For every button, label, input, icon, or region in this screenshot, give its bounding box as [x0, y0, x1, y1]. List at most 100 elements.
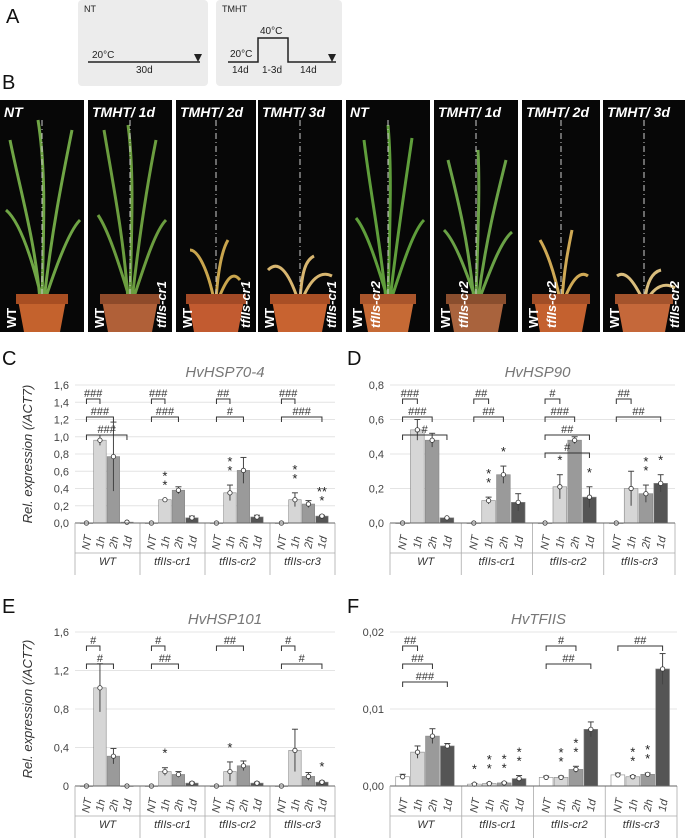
- significance-hash: #: [97, 653, 104, 665]
- significance-hash: #: [285, 635, 292, 647]
- data-point: [305, 773, 312, 779]
- significance-bracket: [280, 645, 296, 651]
- significance-star: *: [645, 751, 650, 766]
- group-label: tfIIs-cr1: [154, 556, 191, 568]
- significance-hash: ###: [84, 388, 103, 400]
- group-label: tfIIs-cr1: [479, 556, 516, 568]
- significance-star: *: [227, 463, 232, 478]
- significance-bracket: [473, 416, 504, 422]
- photo-mutant-label: tfIIs-cr1: [324, 281, 339, 328]
- y-tick-label: 0,8: [54, 704, 69, 716]
- plant-photo-3: TMHT/ 2d WT tfIIs-cr1: [176, 100, 256, 332]
- schedule-nt: NT 20°C 30d: [78, 0, 208, 86]
- photo-mutant-label: tfIIs-cr1: [238, 281, 253, 328]
- y-tick-label: 0,4: [54, 743, 69, 755]
- plant-photo-2: TMHT/ 1d WT tfIIs-cr1: [88, 100, 172, 332]
- photo-wt-label: WT: [607, 307, 622, 328]
- chart-title: HvHSP70-4: [185, 364, 264, 381]
- significance-bracket: [280, 416, 323, 422]
- data-point: [659, 666, 666, 672]
- schedule-tmht: TMHT 20°C 40°C 14d 1-3d 14d: [216, 0, 342, 86]
- data-point: [558, 774, 564, 780]
- group-label: tfIIs-cr1: [154, 819, 191, 831]
- data-point: [485, 497, 492, 504]
- significance-star: *: [501, 444, 506, 459]
- y-tick-label: 0: [63, 781, 69, 793]
- plant-illustration: [615, 120, 676, 332]
- y-tick-label: 0,0: [54, 518, 69, 530]
- condition-label: 2h: [426, 798, 440, 813]
- group-label: WT: [417, 819, 435, 831]
- condition-label: 1h: [289, 535, 303, 549]
- significance-bracket: [615, 398, 632, 404]
- significance-bracket: [150, 663, 179, 669]
- group-label: tfIIs-cr2: [219, 819, 256, 831]
- significance-star: *: [643, 463, 648, 478]
- significance-hash: ###: [551, 406, 570, 418]
- bar: [410, 429, 425, 524]
- condition-label: 1d: [513, 798, 527, 813]
- condition-label: 1h: [159, 798, 173, 812]
- schedule-nt-duration: 30d: [136, 65, 153, 76]
- condition-label: NT: [210, 796, 225, 814]
- significance-star: *: [573, 735, 578, 750]
- significance-hash: ##: [404, 635, 417, 647]
- condition-label: 1d: [657, 798, 671, 813]
- photo-mutant-label: tfIIs-cr2: [368, 281, 383, 328]
- y-tick-label: 0,8: [54, 449, 69, 461]
- group-label: tfIIs-cr3: [623, 819, 661, 831]
- condition-label: NT: [80, 796, 95, 814]
- significance-bracket: [473, 398, 490, 404]
- data-point: [227, 768, 233, 775]
- significance-hash: ##: [224, 635, 237, 647]
- significance-star: *: [487, 752, 492, 767]
- data-point: [586, 494, 593, 500]
- significance-bracket: [402, 681, 448, 687]
- data-point: [162, 497, 168, 503]
- photo-title: TMHT/ 1d: [438, 104, 501, 120]
- photo-mutant-label: tfIIs-cr2: [544, 281, 559, 328]
- significance-bracket: [85, 398, 101, 404]
- significance-star: *: [573, 744, 578, 759]
- significance-bracket: [545, 645, 577, 651]
- y-axis-label: Rel. expression (/ACT7): [20, 640, 35, 779]
- significance-star: *: [630, 745, 635, 760]
- photo-title: NT: [350, 104, 369, 120]
- significance-star: *: [486, 466, 491, 481]
- data-point: [486, 780, 492, 787]
- condition-label: 2h: [107, 798, 121, 813]
- photo-mutant-label: tfIIs-cr2: [667, 281, 682, 328]
- significance-bracket: [150, 398, 166, 404]
- condition-label: 1d: [584, 535, 598, 550]
- data-point: [97, 437, 103, 443]
- significance-bracket: [617, 645, 664, 651]
- photo-title: TMHT/ 3d: [607, 104, 670, 120]
- plant-illustration: [532, 120, 590, 332]
- significance-bracket: [215, 645, 244, 651]
- condition-label: NT: [468, 533, 483, 551]
- data-point: [254, 514, 260, 520]
- y-tick-label: 1,4: [54, 397, 69, 409]
- significance-star: *: [292, 462, 297, 477]
- data-point: [319, 779, 325, 785]
- data-point: [110, 753, 117, 759]
- condition-label: 1h: [483, 798, 497, 812]
- chart-title: HvTFIIS: [511, 611, 566, 628]
- plant-illustration: [4, 119, 82, 332]
- condition-label: 2h: [107, 535, 121, 550]
- significance-bracket: [85, 416, 114, 422]
- data-point: [500, 472, 506, 478]
- condition-label: 1h: [224, 535, 238, 549]
- condition-label: NT: [145, 533, 160, 551]
- significance-star: **: [317, 484, 327, 499]
- significance-bracket: [85, 434, 128, 440]
- significance-hash: ##: [411, 653, 424, 665]
- data-point: [189, 515, 195, 521]
- chart-hsp90: 0,0 0,2 0,4 0,6 0,8 HvHSP90 NT 1h 2h 1d WT NT * * 1h * 2…: [345, 355, 685, 595]
- condition-label: NT: [610, 533, 625, 551]
- significance-star: *: [658, 453, 663, 468]
- data-point: [175, 771, 182, 778]
- bar: [440, 745, 455, 787]
- schedule-nt-temp: 20°C: [92, 50, 115, 61]
